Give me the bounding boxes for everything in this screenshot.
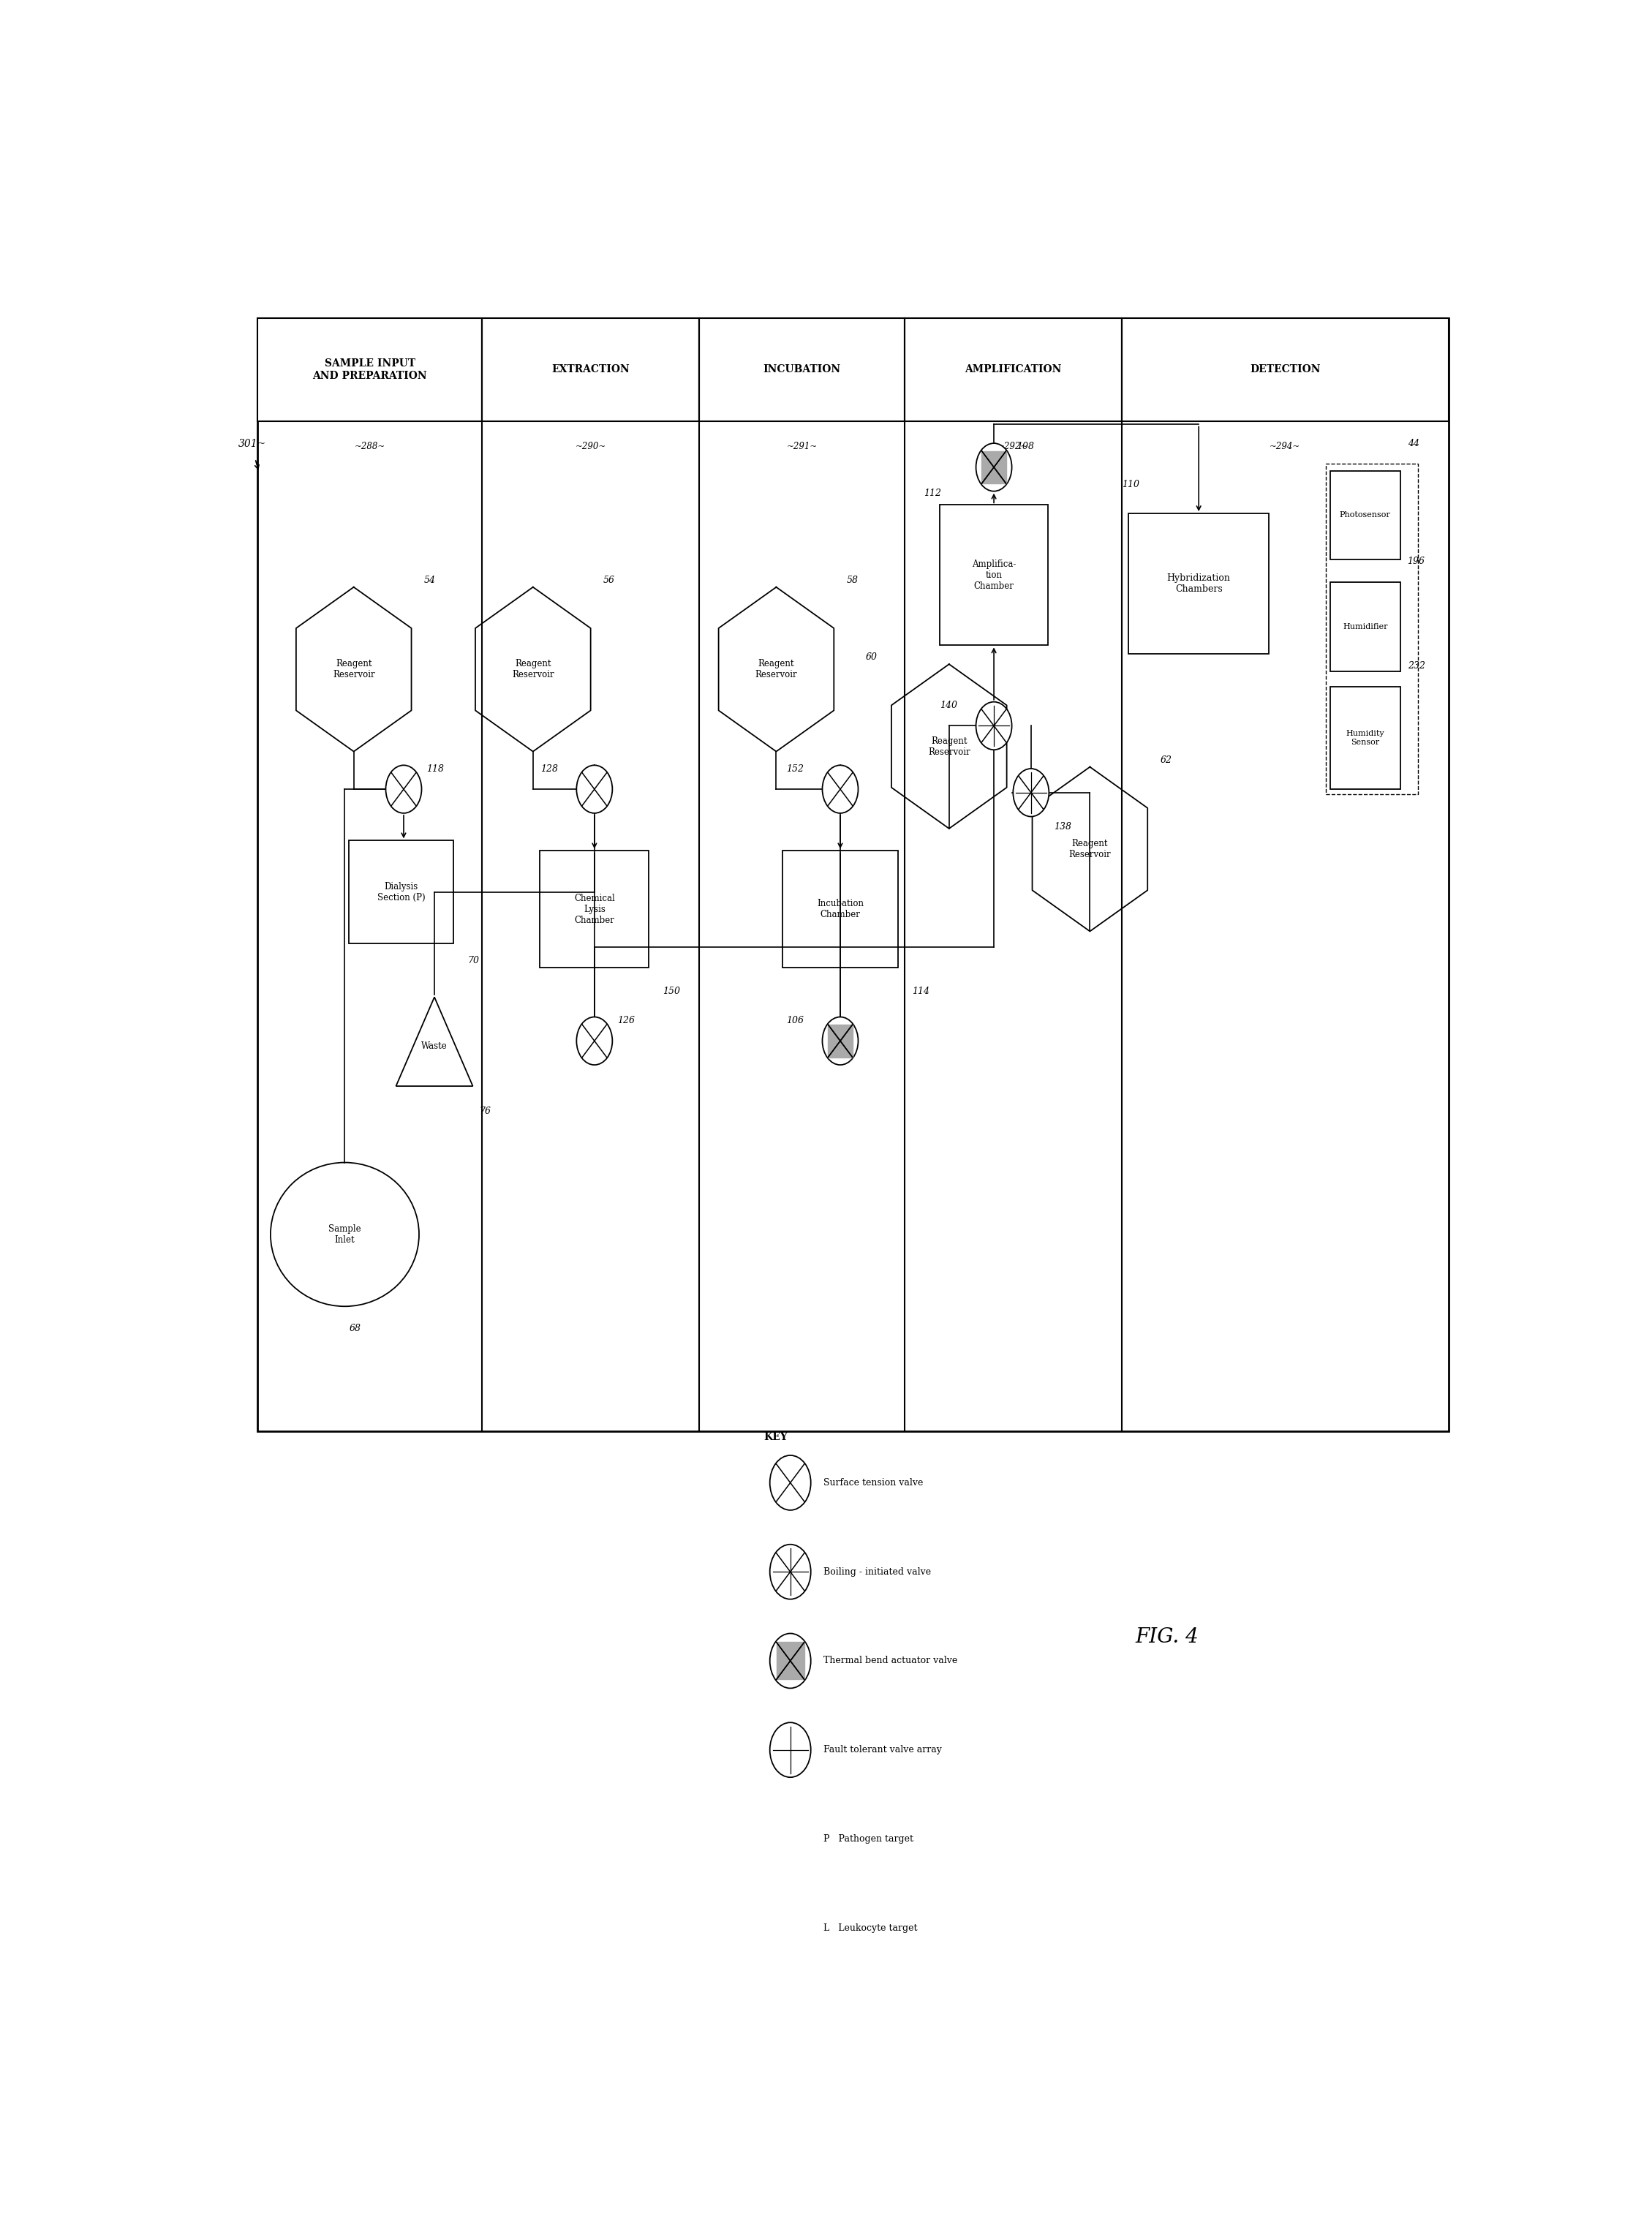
Circle shape — [577, 1016, 613, 1065]
Text: Sample
Inlet: Sample Inlet — [329, 1223, 362, 1245]
Text: SAMPLE INPUT
AND PREPARATION: SAMPLE INPUT AND PREPARATION — [312, 358, 426, 380]
Text: KEY: KEY — [763, 1432, 788, 1441]
Text: Amplifica-
tion
Chamber: Amplifica- tion Chamber — [971, 560, 1016, 592]
Text: ~294~: ~294~ — [1270, 443, 1300, 451]
Text: ~290~: ~290~ — [575, 443, 606, 451]
Polygon shape — [981, 451, 1006, 483]
Text: Reagent
Reservoir: Reagent Reservoir — [512, 658, 553, 681]
FancyBboxPatch shape — [1128, 514, 1269, 654]
Text: 54: 54 — [425, 576, 436, 585]
FancyBboxPatch shape — [1330, 583, 1401, 672]
Text: ~292~: ~292~ — [998, 443, 1029, 451]
Text: 150: 150 — [662, 987, 681, 996]
FancyBboxPatch shape — [940, 505, 1049, 645]
FancyBboxPatch shape — [258, 318, 1449, 1432]
Text: Chemical
Lysis
Chamber: Chemical Lysis Chamber — [573, 894, 615, 925]
Text: 108: 108 — [1018, 443, 1034, 451]
FancyBboxPatch shape — [783, 852, 899, 967]
Text: 76: 76 — [479, 1105, 491, 1116]
Circle shape — [976, 443, 1011, 492]
FancyBboxPatch shape — [482, 318, 699, 420]
Text: ~288~: ~288~ — [354, 443, 385, 451]
Circle shape — [770, 1454, 811, 1510]
Text: Boiling - initiated valve: Boiling - initiated valve — [824, 1568, 932, 1577]
Text: Humidity
Sensor: Humidity Sensor — [1346, 729, 1384, 745]
Polygon shape — [1032, 767, 1148, 932]
FancyBboxPatch shape — [1330, 471, 1401, 560]
Polygon shape — [476, 587, 591, 752]
Text: Hybridization
Chambers: Hybridization Chambers — [1166, 574, 1231, 594]
Circle shape — [976, 703, 1011, 749]
Circle shape — [823, 1016, 857, 1065]
FancyBboxPatch shape — [699, 318, 904, 420]
Text: 114: 114 — [912, 987, 930, 996]
Text: 152: 152 — [786, 763, 805, 774]
Text: 60: 60 — [866, 652, 877, 663]
Circle shape — [387, 765, 421, 814]
FancyBboxPatch shape — [1330, 687, 1401, 790]
Circle shape — [1013, 770, 1049, 816]
Text: 106: 106 — [786, 1016, 805, 1025]
Text: 58: 58 — [847, 576, 859, 585]
Circle shape — [770, 1543, 811, 1599]
Text: 138: 138 — [1054, 823, 1072, 832]
Text: 70: 70 — [468, 956, 479, 965]
Text: Photosensor: Photosensor — [1340, 512, 1391, 518]
Polygon shape — [776, 1641, 805, 1679]
Circle shape — [823, 765, 857, 814]
Polygon shape — [296, 587, 411, 752]
Polygon shape — [719, 587, 834, 752]
Text: P   Pathogen target: P Pathogen target — [824, 1835, 914, 1844]
Text: 112: 112 — [923, 489, 942, 498]
Text: 196: 196 — [1408, 556, 1426, 567]
Text: DETECTION: DETECTION — [1251, 365, 1320, 376]
Circle shape — [577, 765, 613, 814]
Text: Surface tension valve: Surface tension valve — [824, 1479, 923, 1488]
Text: AMPLIFICATION: AMPLIFICATION — [965, 365, 1062, 376]
Text: ~291~: ~291~ — [786, 443, 818, 451]
Text: 118: 118 — [426, 763, 444, 774]
FancyBboxPatch shape — [540, 852, 649, 967]
Text: 301~: 301~ — [238, 438, 266, 449]
Circle shape — [770, 1721, 811, 1777]
Text: Dialysis
Section (P): Dialysis Section (P) — [377, 881, 425, 903]
Text: FIG. 4: FIG. 4 — [1135, 1628, 1198, 1646]
Text: Thermal bend actuator valve: Thermal bend actuator valve — [824, 1657, 958, 1666]
FancyBboxPatch shape — [1122, 318, 1449, 420]
Text: 68: 68 — [349, 1323, 360, 1334]
Text: L   Leukocyte target: L Leukocyte target — [824, 1924, 917, 1933]
Text: Incubation
Chamber: Incubation Chamber — [816, 898, 864, 919]
Polygon shape — [828, 1025, 852, 1056]
Text: Humidifier: Humidifier — [1343, 623, 1388, 629]
FancyBboxPatch shape — [258, 318, 482, 420]
Text: 44: 44 — [1408, 438, 1419, 447]
Text: 110: 110 — [1122, 480, 1140, 489]
FancyBboxPatch shape — [904, 318, 1122, 420]
Polygon shape — [892, 665, 1006, 830]
Text: EXTRACTION: EXTRACTION — [552, 365, 629, 376]
Text: 232: 232 — [1408, 661, 1426, 672]
Text: Waste: Waste — [421, 1041, 448, 1050]
Text: Reagent
Reservoir: Reagent Reservoir — [928, 736, 970, 756]
Text: 128: 128 — [540, 763, 558, 774]
Text: 126: 126 — [618, 1016, 634, 1025]
Text: 140: 140 — [940, 701, 958, 709]
Ellipse shape — [271, 1163, 420, 1305]
Text: 56: 56 — [603, 576, 615, 585]
Text: Fault tolerant valve array: Fault tolerant valve array — [824, 1746, 942, 1755]
Polygon shape — [396, 996, 472, 1085]
Text: Reagent
Reservoir: Reagent Reservoir — [755, 658, 798, 681]
Circle shape — [770, 1632, 811, 1688]
FancyBboxPatch shape — [349, 841, 454, 943]
Text: 62: 62 — [1160, 756, 1171, 765]
Text: Reagent
Reservoir: Reagent Reservoir — [1069, 838, 1112, 858]
Text: INCUBATION: INCUBATION — [763, 365, 841, 376]
Text: Reagent
Reservoir: Reagent Reservoir — [332, 658, 375, 681]
